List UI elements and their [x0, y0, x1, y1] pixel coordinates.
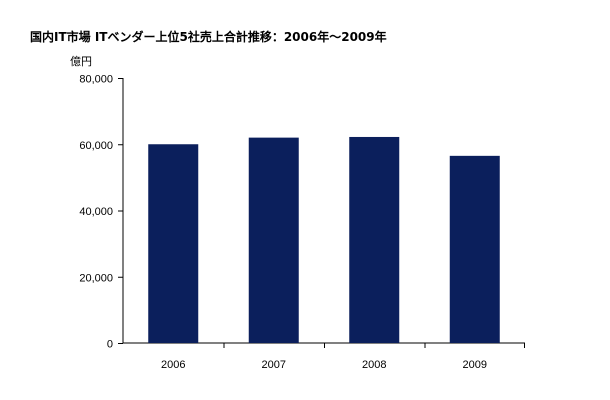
x-tick-label: 2007 — [262, 359, 286, 371]
y-tick-label: 60,000 — [79, 140, 113, 152]
x-tick-label: 2008 — [362, 359, 386, 371]
y-tick-label: 0 — [107, 339, 113, 351]
y-tick-label: 20,000 — [79, 272, 113, 284]
chart-title: 国内IT市場 ITベンダー上位5社売上合計推移：2006年～2009年 — [30, 30, 387, 44]
bar-2007 — [248, 137, 299, 343]
y-axis-unit-label: 億円 — [70, 55, 92, 68]
y-tick-label: 40,000 — [79, 206, 113, 218]
y-tick-labels: 0 20,000 40,000 60,000 80,000 — [79, 74, 113, 351]
x-tick-label: 2006 — [161, 359, 185, 371]
bar-2009 — [449, 155, 500, 343]
x-tick-label: 2009 — [463, 359, 487, 371]
y-tick-label: 80,000 — [79, 74, 113, 86]
bar-2008 — [349, 136, 400, 343]
chart-bars — [148, 136, 500, 343]
bar-2006 — [148, 144, 199, 343]
x-tick-labels: 2006 2007 2008 2009 — [161, 359, 487, 371]
